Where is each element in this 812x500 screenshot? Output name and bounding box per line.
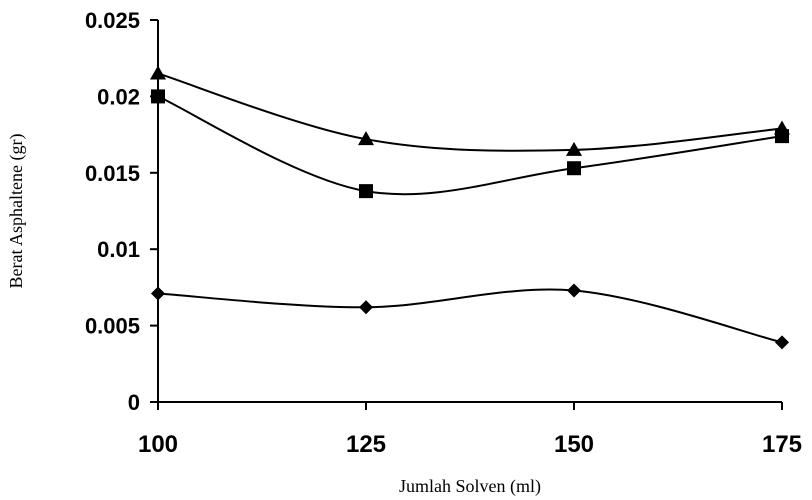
x-tick-label: 100: [138, 431, 178, 458]
y-axis-ticks: 0 0.005 0.01 0.015 0.02 0.025: [85, 8, 158, 415]
x-axis-title: Jumlah Solven (ml): [399, 476, 541, 497]
data-point-triangle: [566, 141, 582, 156]
y-tick-label: 0.02: [97, 84, 140, 109]
y-tick-label: 0: [128, 390, 140, 415]
x-tick-label: 175: [762, 431, 802, 458]
y-tick-label: 0.015: [85, 161, 140, 186]
series-line: [157, 288, 783, 344]
data-point-square: [151, 89, 165, 104]
series-triangle: [150, 65, 790, 156]
y-tick-label: 0.025: [85, 8, 140, 33]
series-square: [151, 89, 789, 199]
data-point-diamond: [151, 286, 165, 301]
x-axis-ticks: 100 125 150 175: [138, 402, 802, 458]
y-axis-title: Berat Asphaltene (gr): [6, 134, 27, 289]
series-line: [157, 95, 783, 196]
data-point-diamond: [359, 300, 373, 315]
y-tick-label: 0.005: [85, 314, 140, 339]
x-tick-label: 150: [554, 431, 594, 458]
series-line: [157, 72, 783, 152]
data-point-diamond: [567, 283, 581, 298]
data-point-square: [567, 161, 581, 176]
series-diamond: [151, 283, 789, 350]
series-group: [150, 65, 790, 350]
y-tick-label: 0.01: [97, 237, 140, 262]
x-tick-label: 125: [346, 431, 386, 458]
data-point-triangle: [358, 131, 374, 146]
data-point-diamond: [775, 335, 789, 350]
data-point-triangle: [150, 65, 166, 80]
data-point-triangle: [774, 120, 790, 135]
data-point-square: [359, 184, 373, 199]
chart-axes: [157, 20, 782, 403]
